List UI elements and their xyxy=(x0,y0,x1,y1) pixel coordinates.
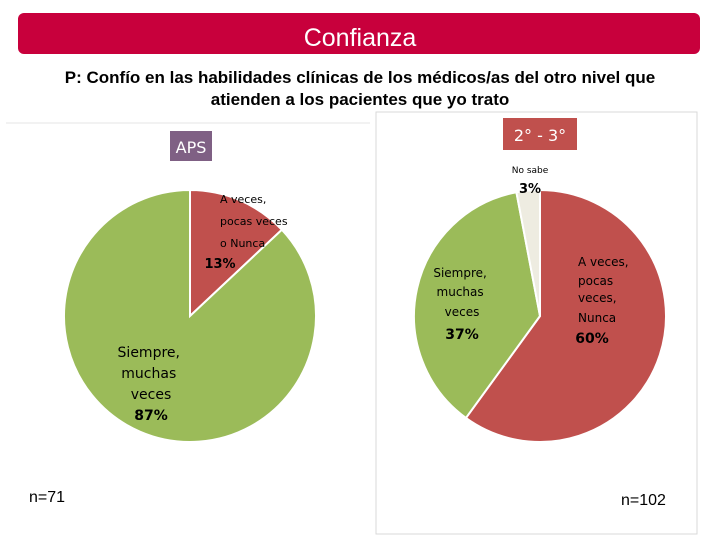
second-slice-label-3: No sabe xyxy=(512,166,549,176)
second-slice-1 xyxy=(464,188,667,443)
second-sample-size: n=102 xyxy=(621,492,666,509)
aps-slice-2 xyxy=(63,188,317,443)
aps-slice-value-1: 13% xyxy=(204,257,235,272)
aps-slice-1 xyxy=(189,188,284,319)
second-slice-value-2: 37% xyxy=(445,327,479,343)
aps-slice-label-1: A veces, pocas veces o Nunca xyxy=(220,193,291,250)
aps-slice-value-2: 87% xyxy=(134,408,168,424)
question-text: P: Confío en las habilidades clínicas de… xyxy=(64,68,656,109)
aps-title-box xyxy=(170,131,212,161)
second-slice-label-2: Siempre, muchas veces xyxy=(433,266,490,319)
second-slice-2 xyxy=(413,191,542,420)
second-pie xyxy=(413,188,667,443)
second-slice-value-3: 3% xyxy=(519,182,541,197)
second-title: 2° - 3° xyxy=(514,126,566,145)
title-bar xyxy=(18,13,700,54)
aps-pie xyxy=(63,188,317,443)
second-title-box xyxy=(503,118,577,150)
second-slice-value-1: 60% xyxy=(575,331,609,347)
page-title: Confianza xyxy=(303,24,417,52)
aps-title: APS xyxy=(176,138,207,157)
second-slice-3 xyxy=(515,188,541,317)
aps-slice-label-2: Siempre, muchas veces xyxy=(118,345,185,403)
right-frame xyxy=(375,111,698,535)
aps-sample-size: n=71 xyxy=(29,489,66,506)
second-slice-label-1: A veces, pocas veces, Nunca xyxy=(578,255,632,325)
